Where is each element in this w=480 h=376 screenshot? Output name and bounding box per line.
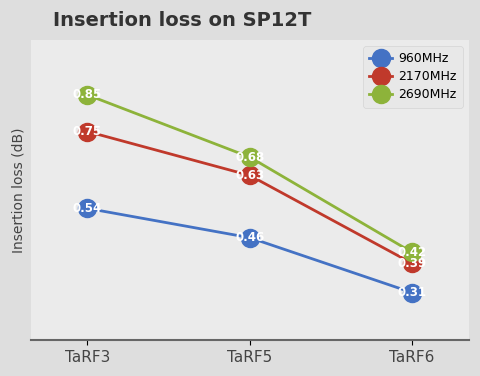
Y-axis label: Insertion loss (dB): Insertion loss (dB) [11, 127, 25, 253]
960MHz [247, 235, 252, 240]
2690MHz [84, 92, 90, 97]
960MHz [84, 206, 90, 211]
Text: 0.42: 0.42 [397, 246, 427, 259]
Text: 0.63: 0.63 [235, 169, 264, 182]
2690MHz [247, 155, 252, 159]
Text: 0.54: 0.54 [73, 202, 102, 215]
Line: 960MHz: 960MHz [78, 199, 421, 302]
Line: 2690MHz: 2690MHz [78, 86, 421, 261]
960MHz [409, 290, 415, 295]
Text: Insertion loss on SP12T: Insertion loss on SP12T [53, 11, 311, 30]
Line: 2170MHz: 2170MHz [78, 123, 421, 272]
Legend: 960MHz, 2170MHz, 2690MHz: 960MHz, 2170MHz, 2690MHz [363, 46, 463, 108]
Text: 0.85: 0.85 [73, 88, 102, 102]
Text: 0.39: 0.39 [397, 257, 427, 270]
2690MHz [409, 250, 415, 255]
2170MHz [247, 173, 252, 178]
Text: 0.68: 0.68 [235, 151, 264, 164]
2170MHz [409, 261, 415, 265]
2170MHz [84, 129, 90, 134]
Text: 0.31: 0.31 [397, 286, 427, 299]
Text: 0.75: 0.75 [73, 125, 102, 138]
Text: 0.46: 0.46 [235, 231, 264, 244]
